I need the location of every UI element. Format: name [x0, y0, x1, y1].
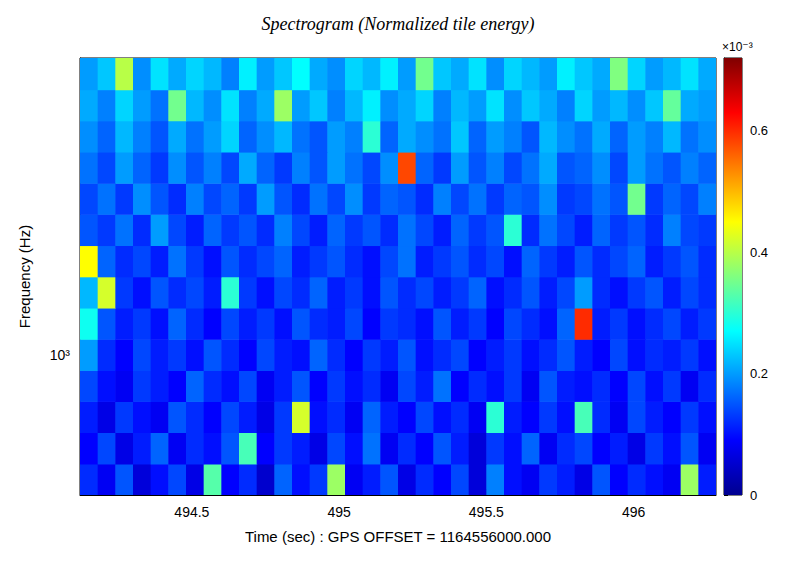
svg-text:×10⁻³: ×10⁻³ — [722, 40, 753, 54]
svg-text:0.2: 0.2 — [750, 366, 768, 381]
svg-text:0: 0 — [750, 488, 757, 503]
svg-text:Frequency (Hz): Frequency (Hz) — [16, 225, 33, 328]
svg-text:Time (sec) : GPS OFFSET = 1164: Time (sec) : GPS OFFSET = 1164556000.000 — [245, 528, 551, 545]
svg-text:494.5: 494.5 — [174, 504, 209, 520]
svg-text:0.4: 0.4 — [750, 245, 768, 260]
svg-text:Spectrogram (Normalized tile e: Spectrogram (Normalized tile energy) — [261, 14, 534, 35]
svg-text:495.5: 495.5 — [469, 504, 504, 520]
svg-text:496: 496 — [622, 504, 646, 520]
svg-text:0.6: 0.6 — [750, 123, 768, 138]
svg-text:495: 495 — [327, 504, 351, 520]
svg-text:10³: 10³ — [50, 347, 71, 363]
